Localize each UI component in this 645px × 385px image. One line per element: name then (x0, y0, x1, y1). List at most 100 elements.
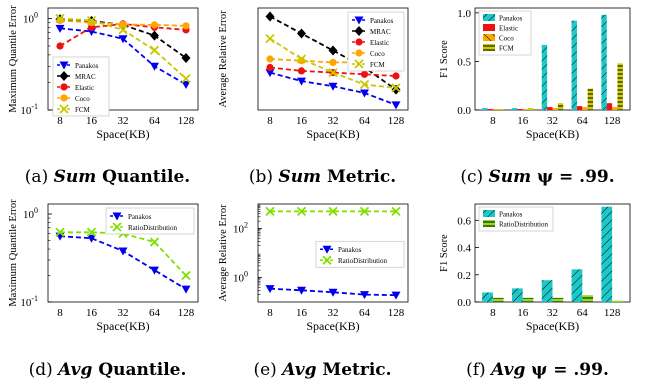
bar-hatch-panakos (541, 44, 548, 110)
x-tick-label: 64 (359, 115, 371, 127)
legend-label-fcm: FCM (370, 61, 386, 69)
x-tick-label: 64 (149, 307, 161, 319)
y-axis-label: Average Relative Error (218, 10, 229, 108)
x-tick-label: 128 (388, 115, 405, 127)
x-axis-label: Space(KB) (96, 127, 149, 141)
bar-hatch-panakos (571, 20, 577, 110)
point-panakos (328, 288, 338, 297)
caption-b: (b) Sum Metric. (248, 167, 397, 187)
legend-label-ratiodistribution: RatioDistribution (128, 224, 178, 232)
point-elastic (56, 42, 64, 50)
bar-hatch-ratiodistribution (552, 297, 564, 302)
legend-marker-panakos (322, 245, 332, 254)
point-fcm (265, 33, 275, 44)
bar-coco (582, 107, 588, 110)
chart-a: 10-1 100 Space(KB) Maximum Quantile Error 8 1… (8, 5, 199, 141)
legend-hatch-panakos (483, 210, 495, 217)
legend-label-panakos: Panakos (338, 246, 362, 254)
point-elastic (297, 67, 306, 75)
legend-marker-fcm (59, 104, 69, 114)
point-panakos (391, 291, 401, 300)
bar-hatch-panakos (571, 269, 583, 302)
y-tick-label: 0.0 (457, 297, 471, 309)
point-panakos (118, 35, 128, 44)
legend-label-panakos: Panakos (75, 62, 99, 70)
x-tick-label: 16 (517, 115, 529, 127)
x-tick-label: 8 (57, 115, 63, 127)
point-fcm (296, 54, 307, 64)
point-panakos (181, 80, 191, 89)
bar-fcm (528, 108, 534, 110)
x-tick-label: 128 (178, 115, 195, 127)
y-tick-label: 0.0 (457, 105, 471, 117)
y-axis-label: F1 Score (439, 234, 450, 272)
x-tick-label: 64 (359, 307, 371, 319)
chart-f: 0.0 0.2 0.4 0.6 Space(KB) F1 Score 8 16 32 64 128 P… (439, 203, 631, 333)
x-tick-label: 128 (604, 115, 621, 127)
x-tick-label: 16 (517, 307, 529, 319)
plot-frame (257, 7, 409, 111)
bar-hatch-fcm (617, 63, 623, 110)
y-tick-label: 100 (23, 10, 38, 25)
bar-hatch-panakos (482, 292, 493, 302)
point-mrac (150, 30, 159, 41)
point-panakos (87, 234, 96, 243)
bar-elastic (606, 103, 613, 110)
point-panakos (297, 286, 306, 295)
bar-elastic (576, 106, 583, 110)
legend-label-elastic: Elastic (499, 25, 518, 33)
legend: Panakos MRAC Elastic Coco FCM (52, 56, 110, 117)
plot-frame (257, 203, 409, 303)
bar-ratiodistribution (612, 300, 623, 302)
plot-frame (47, 203, 199, 303)
x-tick-label: 32 (118, 307, 129, 319)
caption-f: (f) Avg ψ = .99. (466, 360, 609, 380)
x-tick-label: 32 (328, 115, 339, 127)
point-elastic (360, 70, 369, 78)
point-panakos (150, 62, 159, 71)
bar-hatch-panakos (601, 14, 607, 110)
point-fcm (118, 25, 128, 35)
series-line-coco (59, 19, 187, 27)
x-axis-label: Space(KB) (306, 127, 359, 141)
legend: Panakos Elastic Coco FCM (478, 10, 532, 56)
chart-d: 10-1 100 Space(KB) Maximum Quantile Error 8 1… (8, 199, 199, 333)
legend-marker-coco (355, 49, 363, 57)
bar-panakos (511, 108, 518, 110)
legend-label-ratiodistribution: RatioDistribution (499, 221, 549, 229)
legend-marker-elastic (355, 38, 363, 46)
point-panakos (265, 69, 275, 78)
x-tick-label: 8 (57, 307, 63, 319)
point-mrac (297, 28, 306, 39)
point-elastic (392, 72, 400, 80)
x-tick-label: 32 (547, 115, 558, 127)
legend-marker-ratiodistribution (112, 222, 122, 232)
x-tick-label: 32 (118, 115, 129, 127)
legend-label-elastic: Elastic (370, 39, 389, 47)
point-fcm (391, 83, 401, 93)
y-tick-label: 0.4 (457, 243, 471, 255)
chart-b: Space(KB) Average Relative Error 8 16 32 64 12… (218, 7, 409, 141)
y-tick-label: 0.5 (457, 56, 471, 68)
legend-label-fcm: FCM (75, 106, 91, 114)
legend-hatch-panakos (483, 14, 495, 21)
x-tick-label: 64 (149, 115, 161, 127)
point-panakos (55, 24, 65, 33)
legend-marker-ratiodistribution (322, 255, 332, 265)
point-fcm (359, 79, 370, 90)
point-fcm (55, 13, 65, 24)
legend-marker-mrac (354, 26, 364, 36)
bar-coco (612, 107, 618, 110)
legend-label-panakos: Panakos (370, 17, 394, 25)
point-fcm (149, 45, 160, 55)
bar-hatch-ratiodistribution (522, 297, 534, 302)
chart-c: 0.0 0.5 1.0 Space(KB) F1 Score 8 16 32 64 128 Pana… (439, 7, 631, 141)
legend-marker-elastic (60, 83, 68, 91)
legend-hatch-fcm (483, 44, 495, 51)
x-tick-label: 32 (547, 307, 558, 319)
legend-marker-coco (60, 94, 68, 102)
y-axis-label: Average Relative Error (218, 204, 229, 302)
bar-hatch-panakos (601, 206, 613, 302)
point-ratiodistribution (359, 206, 370, 217)
